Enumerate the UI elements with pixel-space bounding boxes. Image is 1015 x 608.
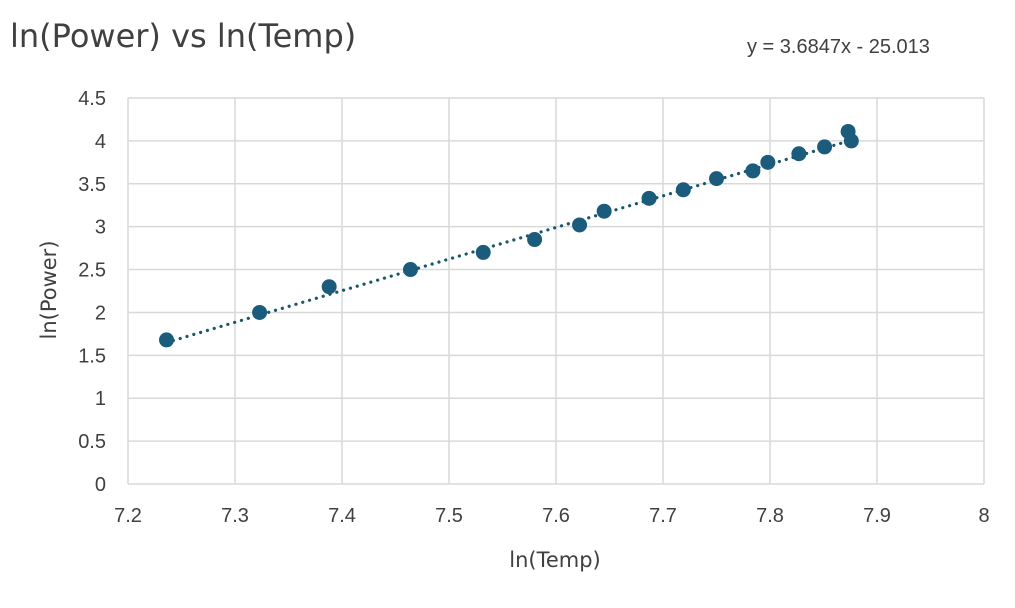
data-point: [843, 133, 859, 149]
data-point: [252, 304, 268, 320]
x-tick-label: 7.4: [328, 505, 356, 527]
y-tick-label: 4: [95, 131, 106, 153]
x-tick-labels: 7.2 7.3 7.4 7.5 7.6 7.7 7.8 7.9 8: [114, 505, 989, 527]
x-tick-label: 7.9: [863, 505, 891, 527]
data-point: [527, 232, 543, 248]
x-tick-label: 7.2: [114, 505, 142, 527]
y-tick-label: 2: [95, 302, 106, 324]
y-tick-label: 1: [95, 388, 106, 410]
gridlines: [127, 97, 985, 485]
x-tick-label: 7.5: [435, 505, 463, 527]
data-point: [760, 154, 776, 170]
data-point: [572, 217, 588, 233]
x-tick-label: 7.8: [756, 505, 784, 527]
x-tick-label: 8: [978, 505, 989, 527]
x-tick-label: 7.6: [542, 505, 570, 527]
data-point: [791, 146, 807, 162]
x-tick-label: 7.7: [649, 505, 677, 527]
data-points: [159, 123, 859, 348]
data-point: [402, 262, 418, 278]
y-tick-label: 0: [95, 474, 106, 496]
y-tick-label: 2.5: [78, 260, 106, 282]
y-tick-labels: 0 0.5 1 1.5 2 2.5 3 3.5 4 4.5: [78, 88, 106, 496]
y-tick-label: 3.5: [78, 174, 106, 196]
trendline-equation: y = 3.6847x - 25.013: [747, 36, 930, 58]
data-point: [159, 332, 175, 348]
data-point: [745, 163, 761, 179]
data-point: [817, 139, 833, 155]
x-axis-title: ln(Temp): [509, 548, 601, 572]
data-point: [321, 279, 337, 295]
y-axis-title: ln(Power): [37, 240, 61, 339]
chart-title: ln(Power) vs ln(Temp): [10, 17, 356, 55]
trendline: [164, 138, 853, 345]
data-point: [475, 244, 491, 260]
data-point: [675, 182, 691, 198]
y-tick-label: 0.5: [78, 431, 106, 453]
x-tick-label: 7.3: [221, 505, 249, 527]
y-tick-label: 1.5: [78, 345, 106, 367]
y-tick-label: 4.5: [78, 88, 106, 110]
data-point: [709, 171, 724, 187]
data-point: [596, 203, 612, 219]
data-point: [641, 190, 657, 206]
y-tick-label: 3: [95, 217, 106, 239]
